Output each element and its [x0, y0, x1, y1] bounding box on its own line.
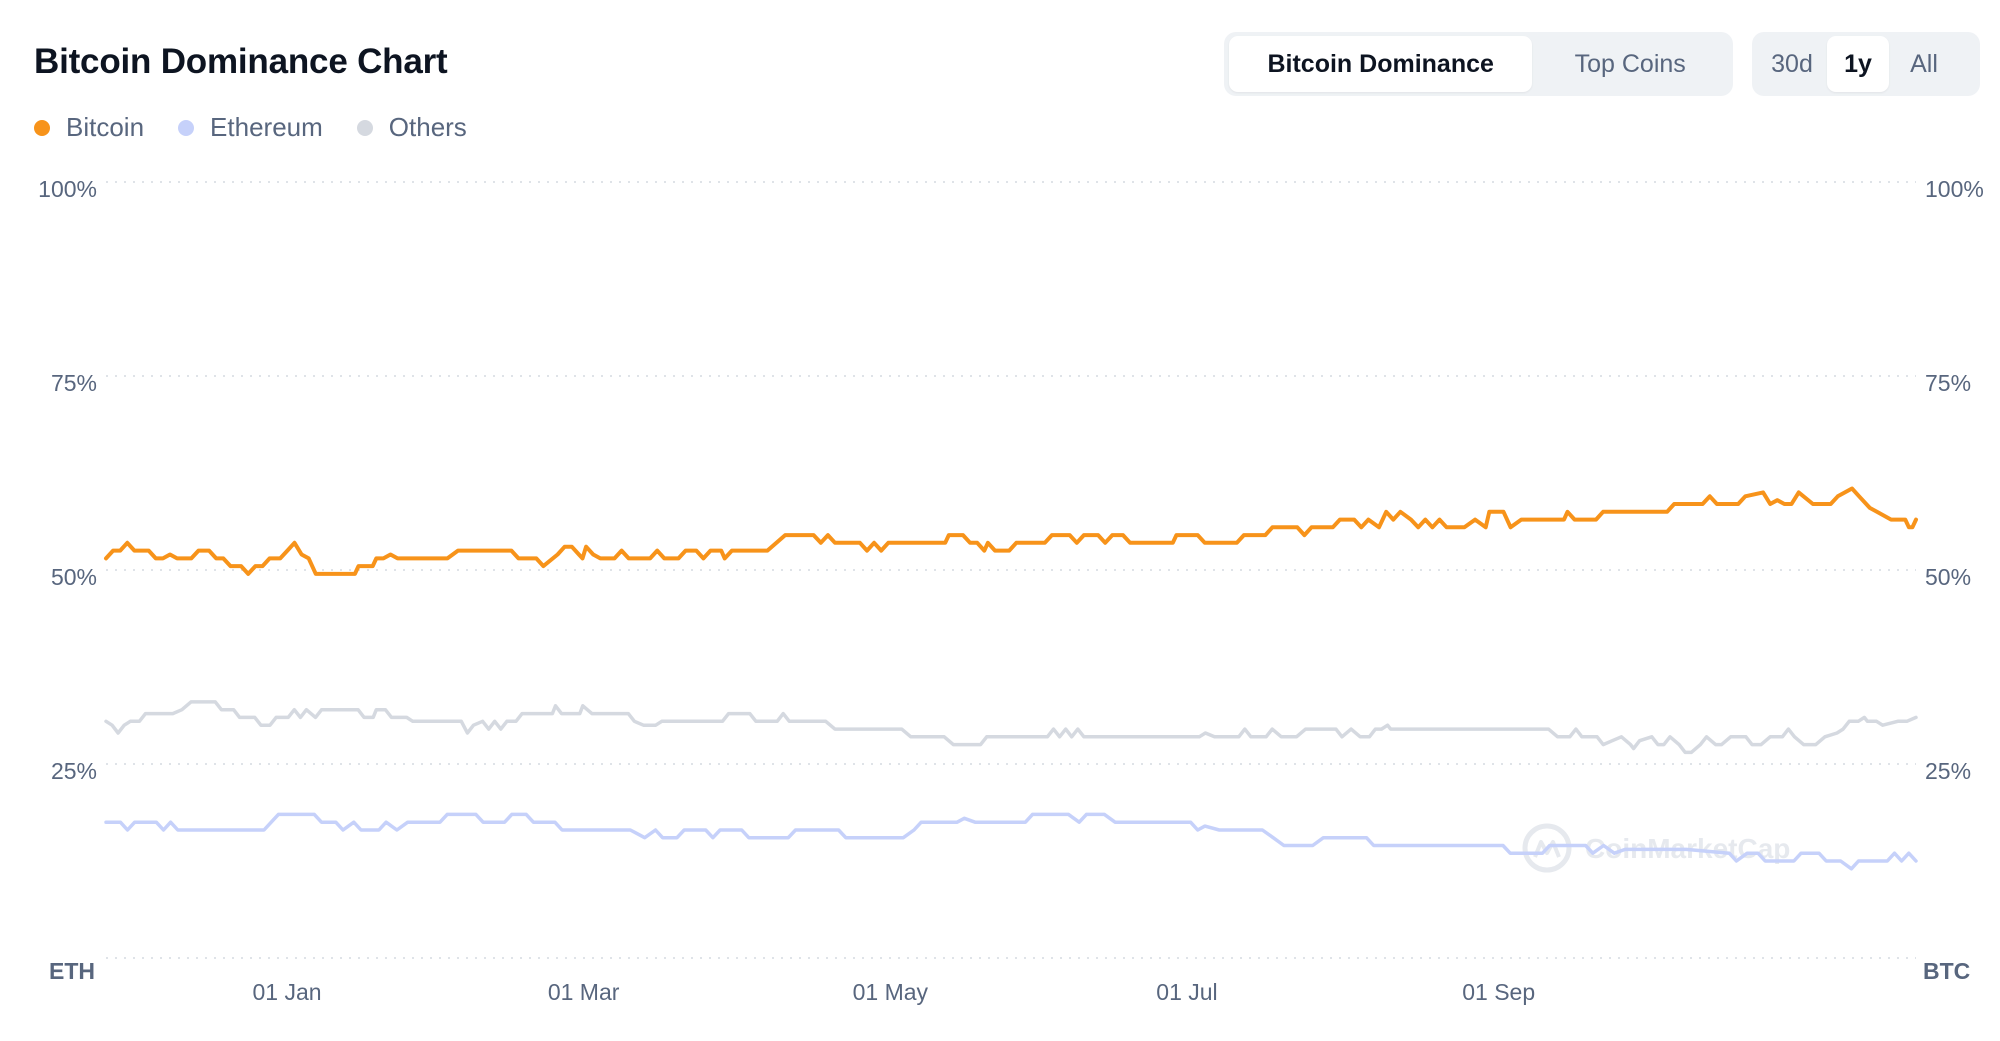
y-tick-label-right: 100% — [1925, 176, 1984, 202]
chart-type-tabs: Bitcoin Dominance Top Coins — [1224, 32, 1733, 96]
tab-top-coins[interactable]: Top Coins — [1532, 36, 1728, 92]
time-range-tabs: 30d 1y All — [1752, 32, 1980, 96]
chart-legend: Bitcoin Ethereum Others — [34, 112, 467, 143]
y-tick-label-right: 50% — [1925, 564, 1971, 590]
x-tick-label: 01 Sep — [1462, 979, 1535, 1005]
x-tick-label: 01 May — [853, 979, 929, 1005]
legend-dot-ethereum — [178, 119, 195, 136]
page-title: Bitcoin Dominance Chart — [34, 42, 448, 81]
x-tick-label: 01 Mar — [548, 979, 620, 1005]
legend-item-others[interactable]: Others — [356, 112, 467, 143]
y-tick-label-left: 75% — [51, 370, 97, 396]
legend-item-ethereum[interactable]: Ethereum — [178, 112, 323, 143]
x-tick-label: 01 Jul — [1156, 979, 1217, 1005]
axis-end-label-btc: BTC — [1923, 958, 1970, 984]
range-all-button[interactable]: All — [1889, 36, 1959, 92]
series-line-ethereum — [104, 812, 1918, 871]
tab-bitcoin-dominance[interactable]: Bitcoin Dominance — [1229, 36, 1533, 92]
y-tick-label-right: 25% — [1925, 758, 1971, 784]
series-line-others — [104, 700, 1918, 755]
chart-series — [104, 486, 1918, 871]
y-axis: 100% 100% 75% 75% 50% 50% 25% 25% — [38, 176, 1984, 784]
y-tick-label-left: 100% — [38, 176, 97, 202]
legend-item-bitcoin[interactable]: Bitcoin — [34, 112, 144, 143]
y-tick-label-left: 50% — [51, 564, 97, 590]
series-line-bitcoin — [104, 486, 1918, 576]
y-tick-label-right: 75% — [1925, 370, 1971, 396]
legend-label-bitcoin: Bitcoin — [66, 112, 145, 142]
legend-label-ethereum: Ethereum — [210, 112, 323, 142]
x-tick-label: 01 Jan — [252, 979, 321, 1005]
range-30d-button[interactable]: 30d — [1757, 36, 1827, 92]
y-tick-label-left: 25% — [51, 758, 97, 784]
x-axis: 01 Jan 01 Mar 01 May 01 Jul 01 Sep — [252, 979, 1535, 1005]
legend-dot-others — [356, 119, 373, 136]
legend-dot-bitcoin — [34, 119, 50, 136]
range-1y-button[interactable]: 1y — [1827, 36, 1889, 92]
axis-end-label-eth: ETH — [49, 958, 95, 984]
legend-label-others: Others — [388, 112, 467, 142]
